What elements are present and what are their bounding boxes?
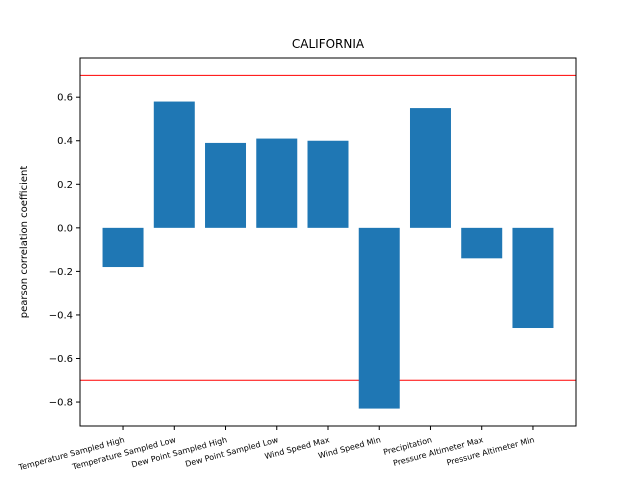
bars: [102, 101, 554, 409]
y-tick-label: 0.4: [57, 136, 73, 147]
y-tick-label: −0.6: [49, 354, 73, 365]
y-axis-label: pearson correlation coefficient: [19, 166, 30, 319]
y-tick-label: −0.2: [49, 267, 73, 278]
bar-pressure-altimeter-max: [461, 227, 503, 259]
y-tick-label: 0.2: [57, 180, 73, 191]
y-tick-label: −0.4: [49, 310, 73, 321]
plot-area-frame: [79, 57, 577, 427]
bar-precipitation: [409, 108, 451, 228]
y-tick-label: 0.6: [57, 93, 73, 104]
y-tick-label: 0.0: [57, 223, 73, 234]
bar-dew-point-sampled-low: [256, 138, 298, 228]
chart-title: CALIFORNIA: [292, 37, 365, 51]
bar-temperature-sampled-low: [153, 101, 195, 228]
bar-wind-speed-min: [358, 227, 400, 409]
bar-temperature-sampled-high: [102, 227, 144, 268]
y-axis-ticks: −0.8 −0.6 −0.4 −0.2 0.0 0.2 0.4 0.6: [49, 93, 80, 409]
bar-dew-point-sampled-high: [205, 142, 247, 228]
reference-lines: [80, 74, 576, 381]
bar-wind-speed-max: [307, 140, 349, 228]
y-tick-label: −0.8: [49, 398, 73, 409]
bar-pressure-altimeter-min: [512, 227, 554, 329]
